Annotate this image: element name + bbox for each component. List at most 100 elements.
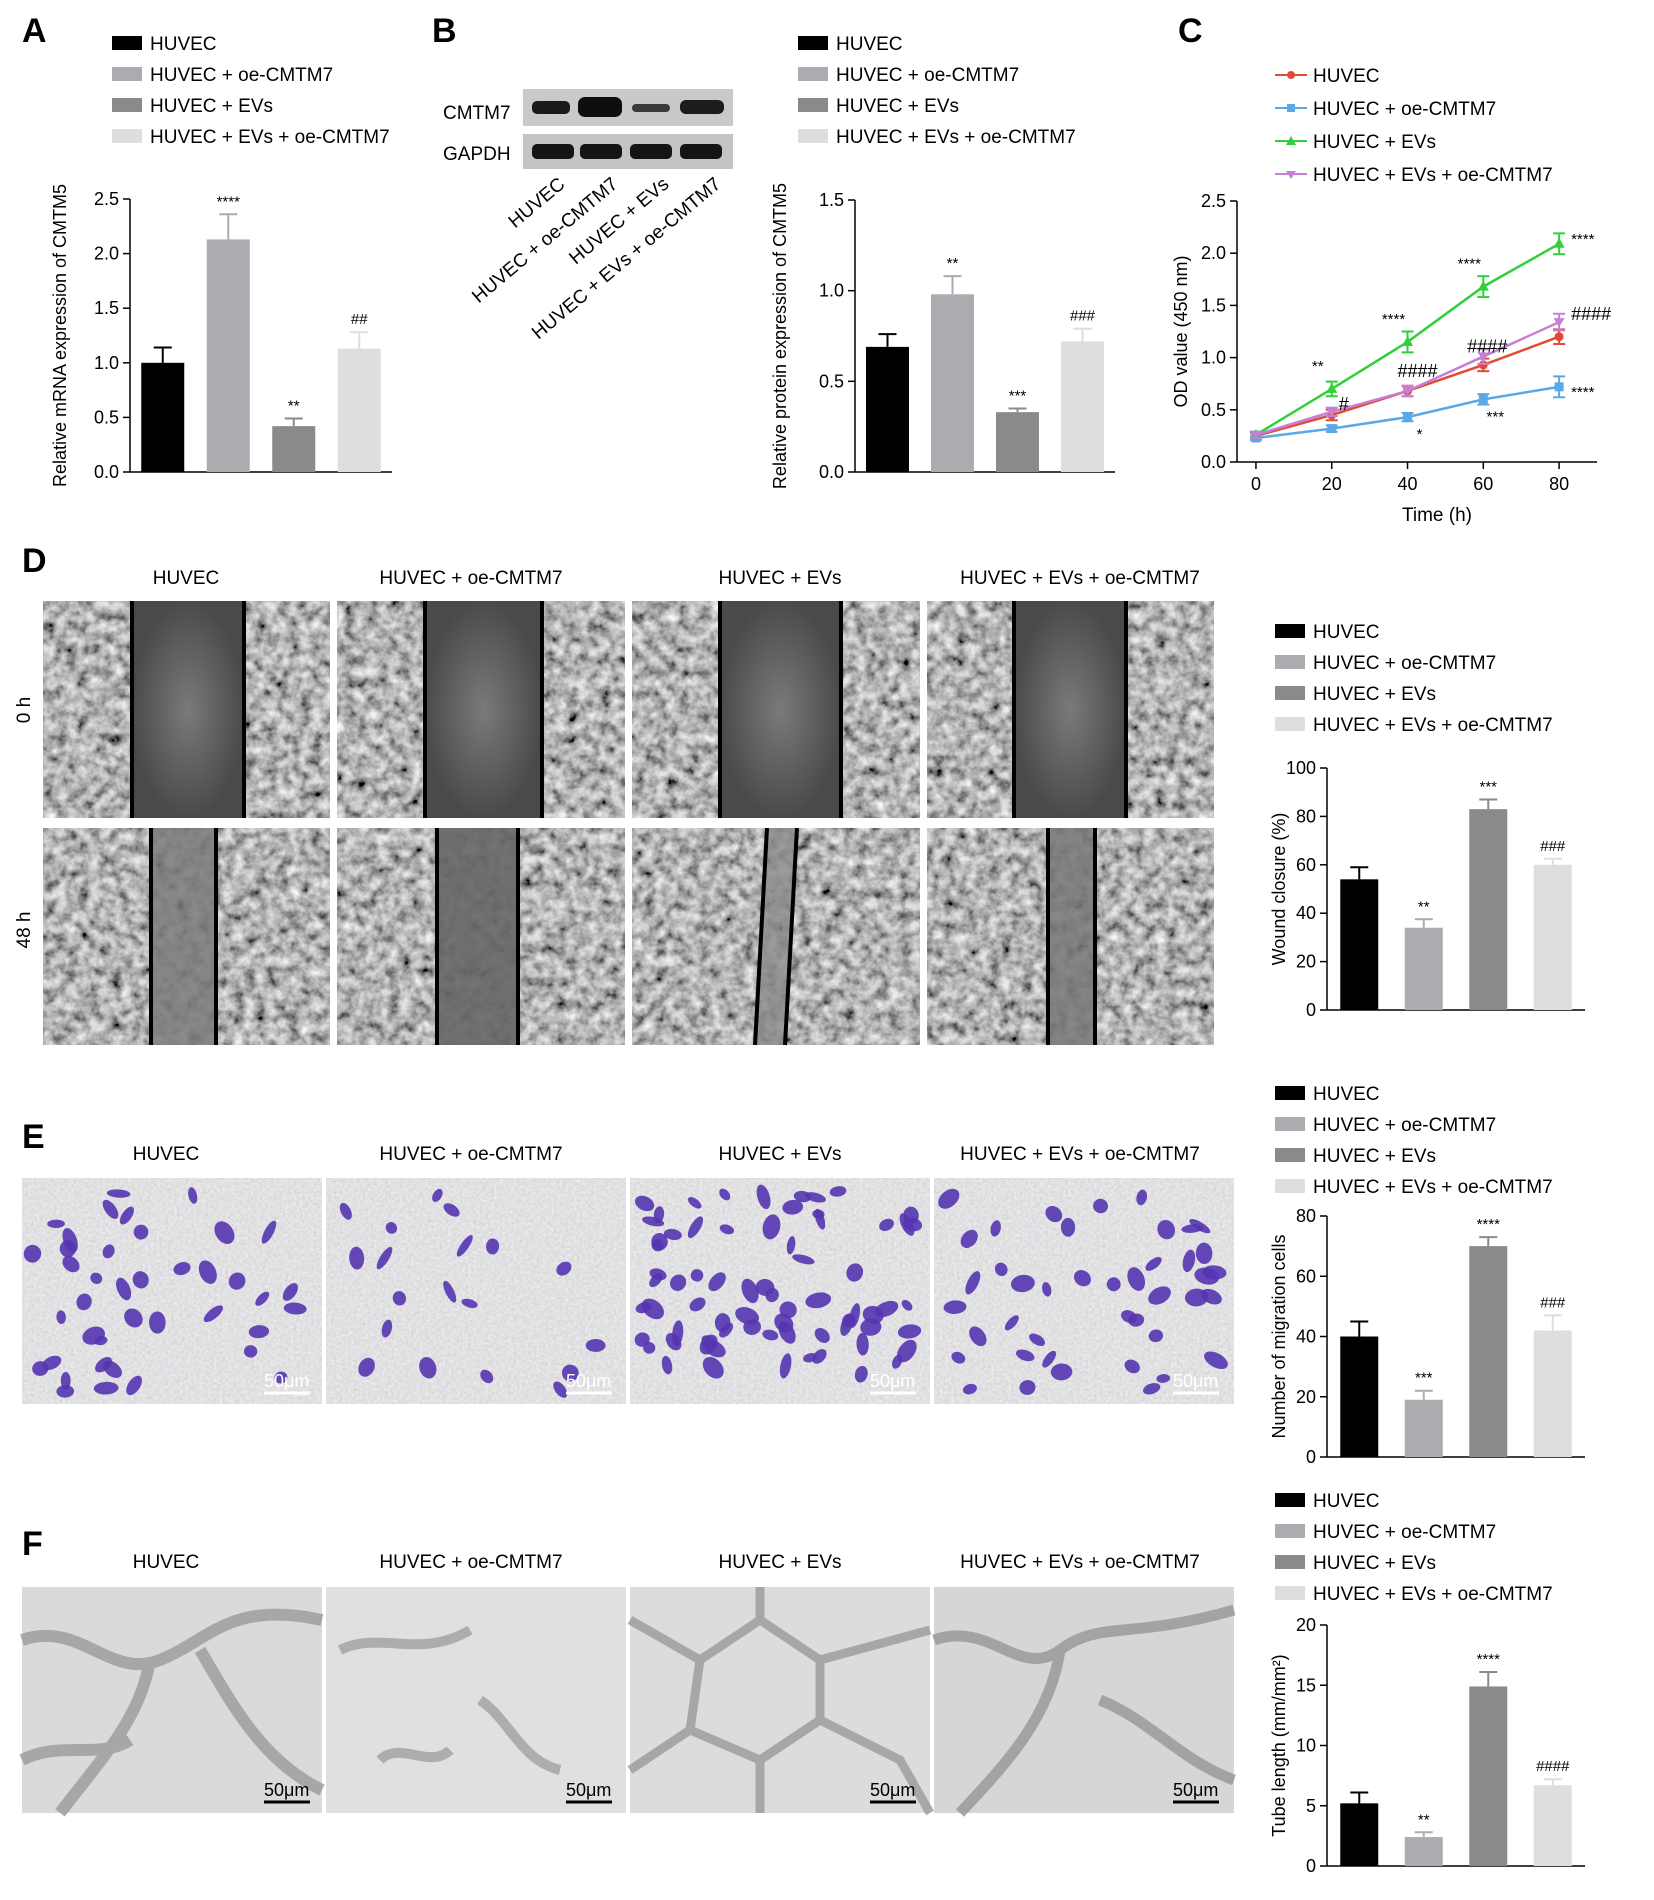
legend-c-marker-1 [1287, 71, 1295, 79]
migrated-cell [419, 1357, 437, 1379]
significance-mark: **** [1477, 1216, 1501, 1233]
data-point [1553, 237, 1565, 248]
legend-c-label-2: HUVEC + oe-CMTM7 [1313, 99, 1496, 120]
y-tick-label: 0.5 [1201, 400, 1226, 420]
bar [272, 426, 316, 472]
migrated-cell [90, 1272, 103, 1284]
blot-band-cmtm7-evs-oe [680, 100, 724, 114]
line-chart-c: 0.0 0.5 1.0 1.5 2.0 2.5 0 20 40 60 80 Time (h) OD va… [1171, 191, 1611, 526]
legend-b-label-1: HUVEC [836, 34, 903, 55]
scale-bar-f-1: 50μm [264, 1780, 310, 1804]
y-tick-label: 0 [1306, 1856, 1316, 1876]
y-tick-label: 1.5 [94, 298, 119, 318]
migrated-cell [243, 1345, 258, 1358]
legend-c-label-1: HUVEC [1313, 66, 1380, 87]
legend-e-label-4: HUVEC + EVs + oe-CMTM7 [1313, 1177, 1553, 1198]
migrated-cell [687, 1216, 704, 1239]
x-tick-label: 0 [1251, 474, 1261, 494]
blot-band-gapdh-3 [630, 144, 672, 159]
migrated-cell [132, 1271, 149, 1289]
legend-a-label-3: HUVEC + EVs [150, 96, 273, 117]
migrated-cell [743, 1319, 762, 1335]
migrated-cell [1202, 1265, 1227, 1280]
migrated-cell [653, 1206, 665, 1224]
migrated-cell [829, 1186, 847, 1197]
data-point [1403, 412, 1413, 422]
bar [1404, 927, 1443, 1010]
migrated-cell [1181, 1224, 1204, 1233]
migrated-cell [714, 1313, 731, 1333]
migrated-cell [1093, 1198, 1108, 1214]
y-tick-label: 80 [1296, 806, 1316, 826]
migrated-cell [699, 1334, 718, 1355]
migrated-cell [461, 1298, 478, 1309]
f-col-header-3: HUVEC + EVs [718, 1552, 841, 1573]
data-point [1477, 280, 1489, 291]
y-tick-label: 0 [1306, 1447, 1316, 1467]
wound-image-0h-evs [632, 601, 920, 818]
y-tick-label: 2.0 [1201, 243, 1226, 263]
migrated-cell [860, 1318, 882, 1336]
panel-d-images: HUVEC HUVEC + oe-CMTM7 HUVEC + EVs HUVEC… [14, 568, 1214, 1046]
migrated-cell [480, 1369, 494, 1384]
migrated-cell [782, 1199, 804, 1215]
legend-d-label-4: HUVEC + EVs + oe-CMTM7 [1313, 715, 1553, 736]
legend-b-swatch-1 [798, 36, 828, 50]
migrated-cell [59, 1240, 77, 1258]
bar [1469, 809, 1508, 1010]
migrated-cell [1184, 1288, 1209, 1307]
migrated-cell [708, 1272, 726, 1292]
bar [1061, 341, 1104, 472]
migrated-cell [1142, 1383, 1161, 1395]
bar [1340, 1803, 1379, 1866]
scale-bar-e-1: 50μm [264, 1371, 310, 1395]
migrated-cell [990, 1220, 1001, 1237]
migrated-cell [899, 1213, 915, 1236]
panel-letter-a: A [22, 12, 47, 50]
wound-image-48h-oe [337, 828, 625, 1045]
series-4: ############# [1249, 304, 1611, 440]
legend-f-label-1: HUVEC [1313, 1491, 1380, 1512]
migrated-cell [1060, 1217, 1076, 1237]
migrated-cell [1042, 1282, 1052, 1297]
migrated-cell [635, 1195, 655, 1212]
migrated-cell [274, 1371, 288, 1384]
bar [141, 362, 185, 472]
significance-mark: *** [1415, 1370, 1433, 1387]
wound-image-48h-huvec [43, 828, 330, 1045]
transwell-image-huvec [22, 1178, 322, 1404]
migrated-cell [1145, 1256, 1162, 1271]
migrated-cell [385, 1222, 398, 1234]
y-axis-label: Relative mRNA expression of CMTM5 [50, 184, 70, 487]
legend-a-label-2: HUVEC + oe-CMTM7 [150, 65, 333, 86]
data-point [1554, 382, 1564, 392]
legend-c-marker-4 [1286, 171, 1296, 179]
scale-bar-e-4: 50μm [1173, 1371, 1219, 1395]
migrated-cell [381, 1319, 393, 1338]
migrated-cell [1010, 1274, 1035, 1293]
data-point [1402, 387, 1414, 397]
y-tick-label: 0.0 [1201, 452, 1226, 472]
scale-bar-f-2: 50μm [566, 1780, 612, 1804]
legend-b-swatch-3 [798, 98, 828, 112]
migrated-cell [965, 1271, 981, 1295]
series-3: ************** [1249, 231, 1595, 439]
legend-e-swatch-2 [1275, 1117, 1305, 1131]
legend-a-swatch-1 [112, 36, 142, 50]
migrated-cell [76, 1293, 92, 1311]
migrated-cell [1195, 1242, 1213, 1265]
migrated-cell [651, 1233, 668, 1251]
legend-f: HUVEC HUVEC + oe-CMTM7 HUVEC + EVs HUVEC… [1275, 1491, 1553, 1605]
migrated-cell [1004, 1315, 1019, 1331]
legend-e: HUVEC HUVEC + oe-CMTM7 HUVEC + EVs HUVEC… [1275, 1084, 1553, 1198]
migrated-cell [786, 1236, 796, 1255]
bar [1469, 1246, 1508, 1457]
data-point [1250, 430, 1262, 440]
y-tick-label: 40 [1296, 903, 1316, 923]
legend-b-label-2: HUVEC + oe-CMTM7 [836, 65, 1019, 86]
bar [1469, 1686, 1508, 1866]
legend-b-swatch-2 [798, 67, 828, 81]
y-axis-label: Relative protein expression of CMTM5 [770, 183, 790, 489]
